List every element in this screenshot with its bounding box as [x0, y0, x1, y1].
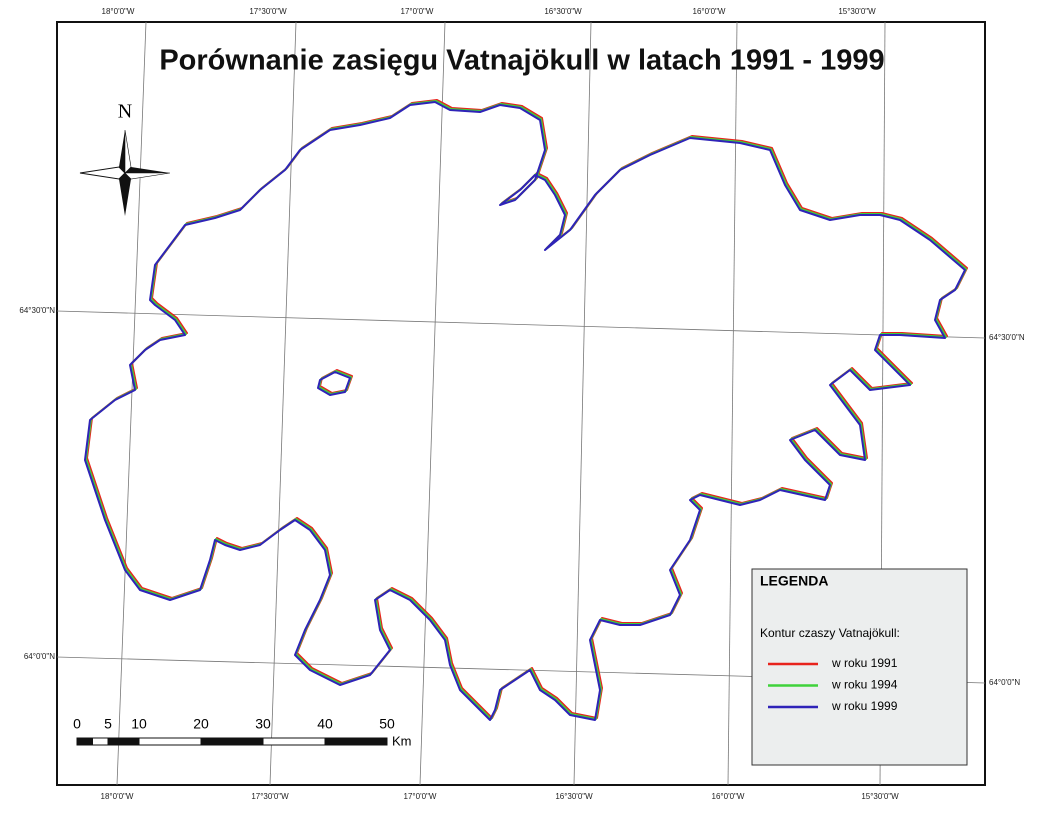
scale-label: 5	[104, 716, 112, 732]
meridian-label: 18°0'0"W	[101, 792, 134, 801]
meridian	[269, 21, 297, 786]
scale-unit: Km	[392, 733, 412, 748]
legend-label: w roku 1999	[831, 699, 898, 713]
scale-segment	[92, 737, 109, 746]
parallel-label: 64°0'0"N	[989, 678, 1020, 687]
meridian-label: 16°30'0"W	[544, 7, 582, 16]
meridian-label: 17°30'0"W	[249, 7, 287, 16]
glacier-outline	[84, 101, 966, 721]
meridian	[573, 21, 592, 786]
legend-label: w roku 1994	[831, 678, 898, 692]
north-arrow: N	[79, 101, 171, 216]
meridian-label: 18°0'0"W	[102, 7, 135, 16]
north-label: N	[118, 101, 132, 123]
glacier-outlines	[84, 99, 968, 721]
scale-segment	[262, 737, 326, 746]
meridian-label: 15°30'0"W	[861, 792, 899, 801]
meridian-label: 17°0'0"W	[404, 792, 437, 801]
meridian	[116, 21, 147, 786]
scale-label: 0	[73, 716, 81, 732]
meridian-label: 15°30'0"W	[838, 7, 876, 16]
scale-segment	[324, 737, 388, 746]
parallel	[56, 310, 986, 339]
scale-label: 10	[131, 716, 147, 732]
map-title: Porównanie zasięgu Vatnajökull w latach …	[159, 45, 884, 77]
meridian-label: 16°0'0"W	[712, 792, 745, 801]
meridian	[727, 21, 738, 786]
meridian-label: 16°0'0"W	[693, 7, 726, 16]
parallel-label: 64°30'0"N	[19, 306, 55, 315]
legend-box	[751, 568, 968, 766]
legend-title: LEGENDA	[760, 573, 828, 589]
meridian	[419, 21, 446, 786]
scale-segment	[200, 737, 264, 746]
scale-segment	[138, 737, 202, 746]
parallel-label: 64°0'0"N	[24, 652, 55, 661]
legend: LEGENDA Kontur czaszy Vatnajökull: w rok…	[751, 568, 968, 766]
meridian-label: 16°30'0"W	[555, 792, 593, 801]
legend-label: w roku 1991	[831, 656, 898, 670]
scale-label: 30	[255, 716, 271, 732]
scale-segment	[107, 737, 140, 746]
legend-subtitle: Kontur czaszy Vatnajökull:	[760, 626, 900, 640]
scale-label: 50	[379, 716, 395, 732]
scale-label: 40	[317, 716, 333, 732]
meridian-label: 17°30'0"W	[251, 792, 289, 801]
meridian-label: 17°0'0"W	[401, 7, 434, 16]
scale-segment	[76, 737, 93, 746]
scale-label: 20	[193, 716, 209, 732]
parallel-label: 64°30'0"N	[989, 333, 1025, 342]
